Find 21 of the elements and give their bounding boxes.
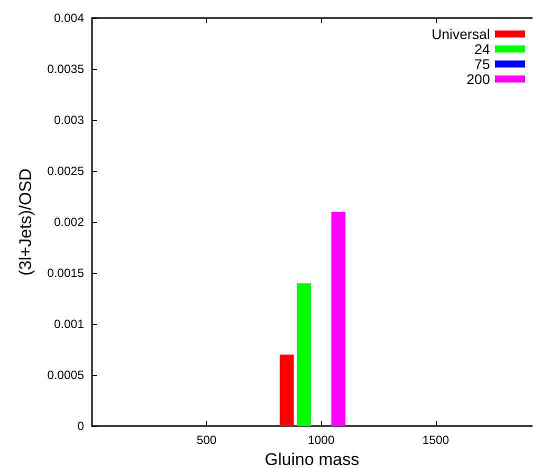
bar <box>296 283 311 426</box>
x-tick-label: 1000 <box>308 433 335 448</box>
y-tick-label: 0.002 <box>54 215 84 230</box>
legend-label: 24 <box>474 41 490 57</box>
y-tick-label: 0.0005 <box>47 368 84 382</box>
x-tick-label: 1500 <box>422 433 450 448</box>
legend-label: Universal <box>432 26 490 42</box>
y-tick-label: 0.0035 <box>47 62 84 76</box>
y-axis-title: (3l+Jets)/OSD <box>16 168 35 276</box>
legend-label: 75 <box>474 56 490 72</box>
y-tick-label: 0.003 <box>54 113 84 128</box>
bar <box>331 212 346 426</box>
x-tick-label: 500 <box>196 433 217 448</box>
y-tick-label: 0.0025 <box>47 164 84 178</box>
x-axis-title: Gluino mass <box>264 450 360 469</box>
y-tick-label: 0.0015 <box>47 266 84 280</box>
y-tick-label: 0.001 <box>54 317 84 332</box>
bar <box>280 354 294 426</box>
y-tick-label: 0 <box>77 419 84 434</box>
legend-label: 200 <box>466 71 490 87</box>
y-tick-label: 0.004 <box>54 11 84 25</box>
